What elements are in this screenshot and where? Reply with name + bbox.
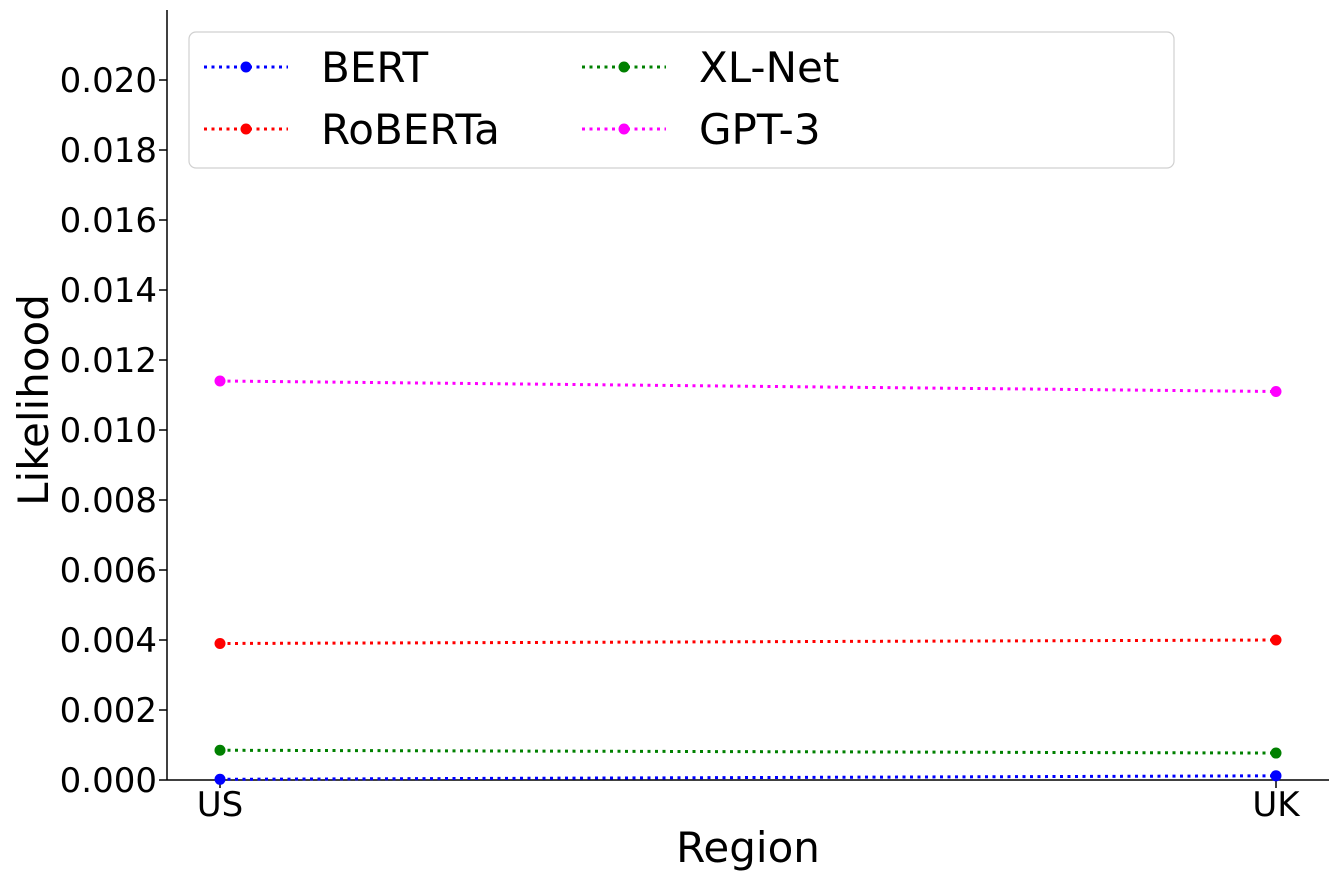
legend-item-gpt-3: GPT-3 bbox=[582, 105, 821, 154]
legend-item-roberta: RoBERTa bbox=[204, 105, 500, 154]
series-gpt-3 bbox=[214, 375, 1282, 397]
y-ticks: 0.000 0.002 0.004 0.006 0.008 0.010 0.012 0.014… bbox=[60, 61, 167, 801]
data-point-roberta bbox=[1270, 634, 1282, 646]
y-tick-label: 0.016 bbox=[60, 201, 157, 241]
y-tick-label: 0.018 bbox=[60, 131, 157, 171]
legend: BERT RoBERTa XL-Net GPT-3 bbox=[188, 31, 1175, 169]
legend-swatch-marker bbox=[618, 123, 630, 135]
legend-box bbox=[188, 31, 1175, 169]
y-tick-label: 0.010 bbox=[60, 411, 157, 451]
legend-swatch-marker bbox=[240, 123, 252, 135]
series-line-gpt-3 bbox=[219, 379, 1277, 393]
data-point-xl-net bbox=[1270, 747, 1282, 759]
data-point-gpt-3 bbox=[214, 375, 226, 387]
x-tick-label: US bbox=[197, 785, 243, 825]
legend-item-xl-net: XL-Net bbox=[582, 43, 839, 92]
y-axis-label: Likelihood bbox=[9, 294, 58, 506]
y-tick-label: 0.006 bbox=[60, 551, 157, 591]
series-line-roberta bbox=[219, 638, 1277, 645]
y-tick-label: 0.012 bbox=[60, 341, 157, 381]
x-tick-label: UK bbox=[1252, 785, 1301, 825]
y-tick-label: 0.004 bbox=[60, 621, 157, 661]
series-roberta bbox=[214, 634, 1282, 649]
x-axis-label: Region bbox=[676, 823, 820, 872]
y-tick-label: 0.008 bbox=[60, 481, 157, 521]
legend-label: GPT-3 bbox=[699, 105, 821, 154]
legend-label: XL-Net bbox=[699, 43, 839, 92]
series-xl-net bbox=[214, 744, 1282, 759]
legend-label: BERT bbox=[321, 43, 428, 92]
data-point-bert bbox=[1270, 770, 1282, 782]
y-tick-label: 0.002 bbox=[60, 691, 157, 731]
x-ticks: US UK bbox=[197, 780, 1301, 825]
legend-swatch-marker bbox=[618, 61, 630, 73]
axes bbox=[166, 10, 1329, 781]
data-point-gpt-3 bbox=[1270, 386, 1282, 397]
series-line-xl-net bbox=[219, 748, 1277, 755]
series-lines bbox=[214, 375, 1282, 785]
data-point-xl-net bbox=[214, 744, 226, 756]
series-bert bbox=[214, 770, 1282, 785]
data-point-bert bbox=[214, 773, 226, 785]
legend-item-bert: BERT bbox=[204, 43, 428, 92]
legend-label: RoBERTa bbox=[321, 105, 500, 154]
legend-swatch-marker bbox=[240, 61, 252, 73]
data-point-roberta bbox=[214, 638, 226, 649]
y-tick-label: 0.014 bbox=[60, 271, 157, 311]
series-line-bert bbox=[219, 774, 1277, 781]
legend-items: BERT RoBERTa XL-Net GPT-3 bbox=[204, 43, 839, 154]
y-tick-label: 0.000 bbox=[60, 761, 157, 801]
y-tick-label: 0.020 bbox=[60, 61, 157, 101]
